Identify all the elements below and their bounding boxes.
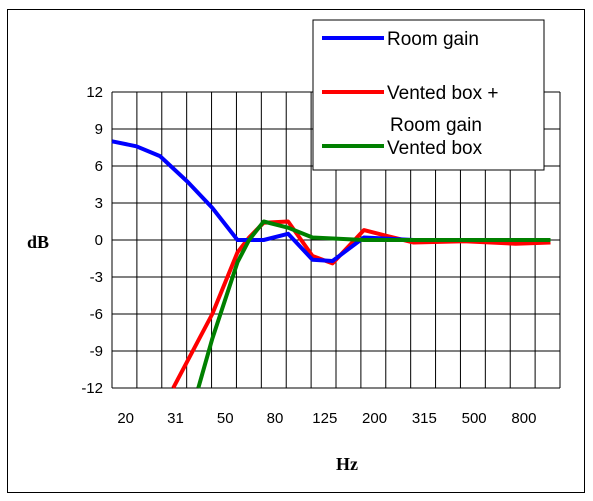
y-tick-label: 0 [95, 232, 103, 249]
legend-label-room-gain: Room gain [387, 29, 479, 50]
y-axis-ticks: 12 9 6 3 0 -3 -6 -9 -12 [81, 84, 103, 397]
y-tick-label: 6 [95, 158, 103, 175]
y-tick-label: 12 [86, 84, 103, 101]
x-tick-label: 200 [362, 410, 387, 427]
y-tick-label: -9 [90, 343, 103, 360]
x-tick-label: 125 [312, 410, 337, 427]
y-tick-label: -12 [81, 380, 103, 397]
y-tick-label: -6 [90, 306, 103, 323]
series-layer [111, 139, 551, 389]
series-line-vented-box [196, 219, 551, 389]
y-tick-label: 3 [95, 195, 103, 212]
series-line-vented-box-room-gain [171, 219, 551, 389]
x-tick-label: 80 [267, 410, 284, 427]
x-tick-label: 31 [167, 410, 184, 427]
x-axis-label: Hz [336, 454, 358, 474]
x-tick-label: 500 [462, 410, 487, 427]
x-tick-label: 315 [412, 410, 437, 427]
x-tick-label: 800 [511, 410, 536, 427]
x-axis-ticks: 20 31 50 80 125 200 315 500 800 [117, 410, 536, 427]
y-tick-label: -3 [90, 269, 103, 286]
legend-label-vented-room-line2: Room gain [390, 115, 482, 136]
legend-label-vented-room-line1: Vented box + [387, 83, 498, 104]
x-tick-label: 20 [117, 410, 134, 427]
legend: Room gain Vented box + Room gain Vented … [312, 19, 545, 171]
x-tick-label: 50 [217, 410, 234, 427]
y-tick-label: 9 [95, 121, 103, 138]
legend-label-vented-room: Vented box + Room gain [387, 83, 504, 136]
legend-label-vented-box: Vented box [387, 138, 483, 159]
y-axis-label: dB [27, 232, 49, 252]
